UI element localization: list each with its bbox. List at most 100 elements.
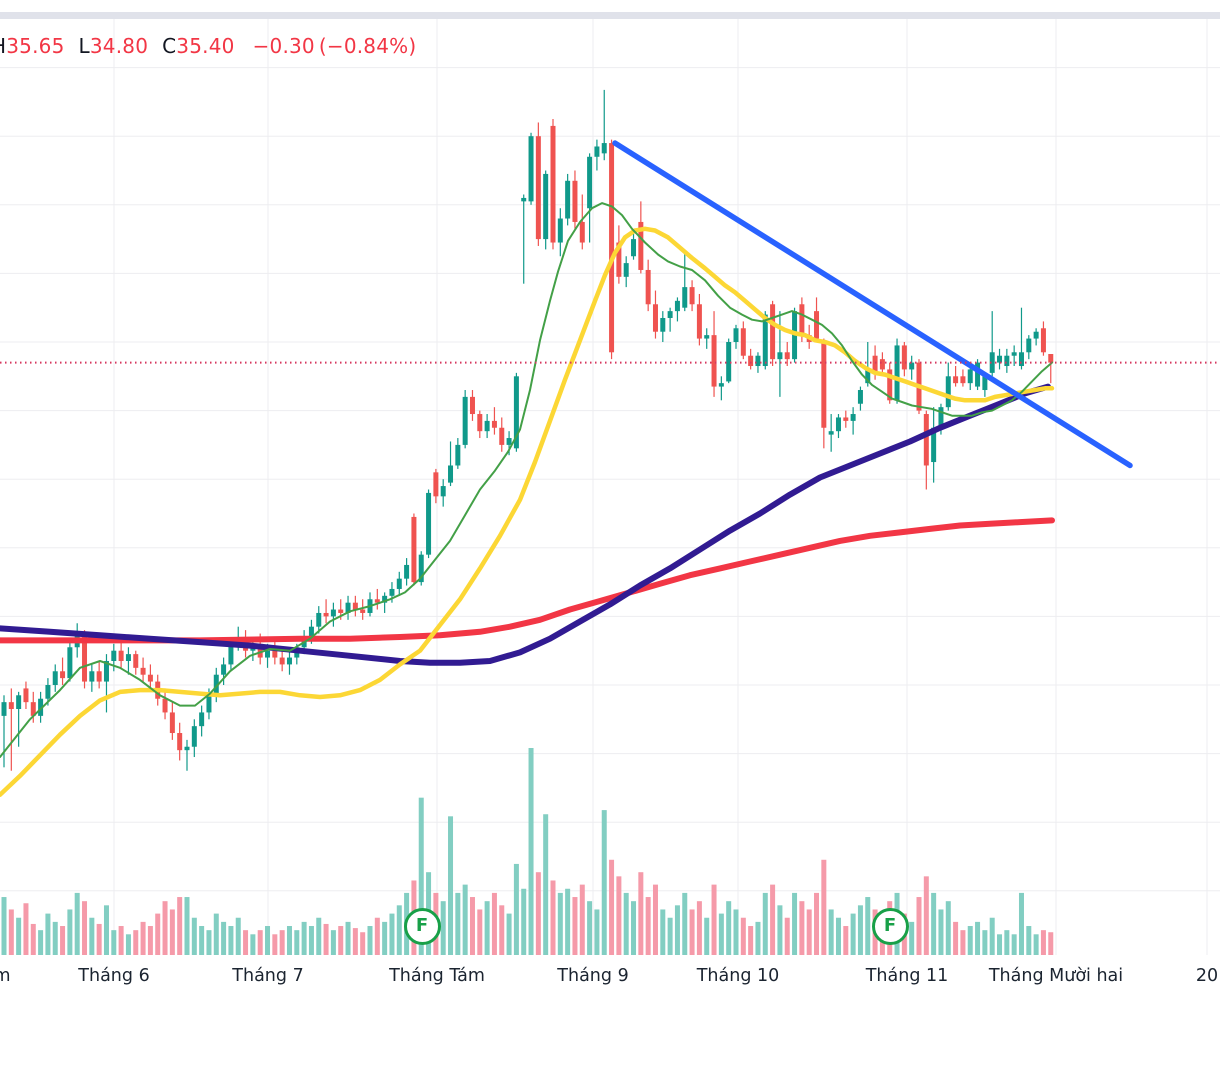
candle-body [645, 269, 651, 305]
candle-body [308, 626, 314, 637]
candle-body [221, 664, 227, 675]
candle-body [572, 180, 578, 222]
volume-bar [718, 913, 724, 955]
low-label: L [78, 34, 90, 58]
volume-bar [8, 909, 14, 955]
x-axis-label: Tháng 9 [557, 966, 629, 986]
candle-body [579, 221, 585, 243]
volume-bar [367, 926, 373, 955]
candle-body [865, 369, 871, 384]
volume-bar [221, 921, 227, 955]
candle-body [404, 564, 410, 579]
volume-bar [623, 892, 629, 955]
candle-body [96, 671, 102, 682]
candle-body [1004, 355, 1010, 367]
ma-red-slow [0, 517, 1055, 644]
dividend-event-marker[interactable]: F [403, 907, 441, 945]
candle-body [206, 695, 212, 713]
candle-body [843, 417, 849, 421]
candle-body [477, 414, 483, 432]
candle-body [374, 599, 380, 603]
volume-bar [74, 892, 80, 955]
volume-bar [243, 930, 249, 955]
volume-bar [543, 814, 549, 955]
volume-bar [184, 897, 190, 955]
candle-body [345, 602, 351, 613]
close-value: 35.40 [176, 34, 235, 58]
volume-bar [535, 872, 541, 955]
volume-bar [301, 921, 307, 955]
candle-body [491, 420, 497, 428]
volume-bar [38, 930, 44, 955]
descending-trendline [612, 140, 1133, 469]
candle-body [975, 362, 981, 387]
dividend-event-marker[interactable]: F [871, 907, 909, 945]
volume-bar [23, 903, 29, 955]
volume-bar [762, 892, 768, 955]
candle-body [272, 650, 278, 658]
volume-bar [330, 930, 336, 955]
volume-bar [975, 921, 981, 955]
high-value: 35.65 [6, 34, 65, 58]
volume-bar [257, 930, 263, 955]
volume-bar [52, 921, 58, 955]
x-axis-label: Tháng Tám [389, 966, 485, 986]
volume-bar [360, 932, 366, 955]
candle-body [418, 554, 424, 583]
candle-body [448, 465, 454, 483]
volume-bar [821, 859, 827, 955]
volume-bar [213, 913, 219, 955]
candle-body [169, 712, 175, 734]
volume-bar [155, 913, 161, 955]
candle-body [953, 376, 959, 384]
candle-body [506, 438, 512, 445]
volume-bar [491, 892, 497, 955]
candle-body [565, 180, 571, 219]
candle-body [777, 352, 783, 360]
volume-bar [60, 926, 66, 955]
volume-bar [30, 923, 36, 955]
ma-yellow [0, 226, 1055, 798]
volume-bar [711, 884, 717, 955]
trendline-layer[interactable] [612, 140, 1133, 469]
x-axis-label: Tháng 10 [696, 966, 780, 986]
volume-bar [1033, 934, 1039, 955]
candle-body [469, 396, 475, 415]
change-percent: (−0.84%) [318, 34, 417, 58]
volume-bar [477, 909, 483, 955]
volume-bar [89, 917, 95, 955]
volume-bar [953, 921, 959, 955]
volume-bar [704, 917, 710, 955]
volume-bar [1048, 932, 1054, 955]
volume-bar [638, 872, 644, 955]
volume-bar [587, 901, 593, 955]
volume-bar [191, 917, 197, 955]
candle-body [938, 407, 944, 428]
volume-bar [601, 810, 607, 955]
volume-bar [125, 934, 131, 955]
candle-body [528, 136, 534, 202]
volume-bar [616, 876, 622, 955]
candle-body [23, 688, 29, 703]
candle-body [828, 431, 834, 435]
volume-bar [777, 905, 783, 955]
dividend-marker-letter: F [415, 915, 429, 936]
volume-bar [389, 913, 395, 955]
volume-bar [323, 923, 329, 955]
candle-body [879, 359, 885, 370]
volume-bar [982, 930, 988, 955]
volume-bar [945, 901, 951, 955]
volume-bar [96, 923, 102, 955]
candle-body [8, 702, 14, 710]
volume-bar [579, 884, 585, 955]
candle-body [616, 242, 622, 277]
volume-bar [865, 897, 871, 955]
ohlc-legend[interactable]: H35.65 L34.80 C35.40 −0.30(−0.84%) [0, 34, 416, 58]
candle-body [440, 486, 446, 497]
candle-body [857, 390, 863, 404]
volume-bar [814, 892, 820, 955]
candle-body [733, 328, 739, 342]
candle-body [462, 396, 468, 445]
volume-bar [850, 913, 856, 955]
